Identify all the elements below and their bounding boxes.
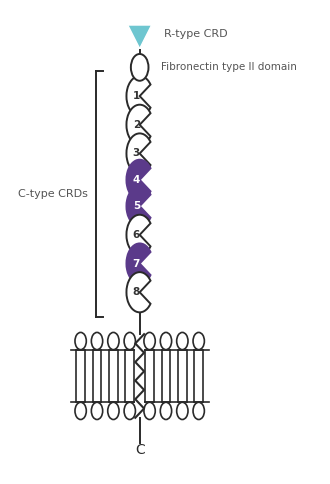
Circle shape [75, 333, 86, 349]
Wedge shape [126, 272, 150, 312]
Circle shape [193, 333, 204, 349]
Wedge shape [126, 76, 150, 116]
Wedge shape [126, 243, 150, 284]
Text: 3: 3 [133, 149, 140, 158]
Wedge shape [126, 105, 150, 145]
Wedge shape [126, 186, 150, 226]
Wedge shape [126, 215, 150, 255]
Text: Fibronectin type II domain: Fibronectin type II domain [161, 62, 297, 73]
Polygon shape [128, 25, 152, 49]
Circle shape [144, 333, 155, 349]
Circle shape [160, 333, 172, 349]
Circle shape [177, 333, 188, 349]
Text: 4: 4 [133, 175, 140, 185]
Circle shape [108, 402, 119, 420]
Text: R-type CRD: R-type CRD [164, 29, 228, 39]
Text: C: C [135, 443, 145, 457]
Circle shape [131, 54, 149, 81]
Text: 6: 6 [133, 230, 140, 240]
Circle shape [193, 402, 204, 420]
Text: C-type CRDs: C-type CRDs [18, 189, 88, 199]
Circle shape [124, 333, 135, 349]
Text: 7: 7 [133, 258, 140, 269]
Wedge shape [126, 134, 150, 174]
Text: 2: 2 [133, 120, 140, 130]
Circle shape [177, 402, 188, 420]
Circle shape [160, 402, 172, 420]
Circle shape [144, 402, 155, 420]
Circle shape [91, 402, 103, 420]
Text: 1: 1 [133, 91, 140, 101]
Circle shape [75, 402, 86, 420]
Text: 5: 5 [133, 201, 140, 211]
Circle shape [91, 333, 103, 349]
Wedge shape [126, 160, 150, 200]
Text: 8: 8 [133, 287, 140, 297]
Circle shape [124, 402, 135, 420]
Circle shape [108, 333, 119, 349]
